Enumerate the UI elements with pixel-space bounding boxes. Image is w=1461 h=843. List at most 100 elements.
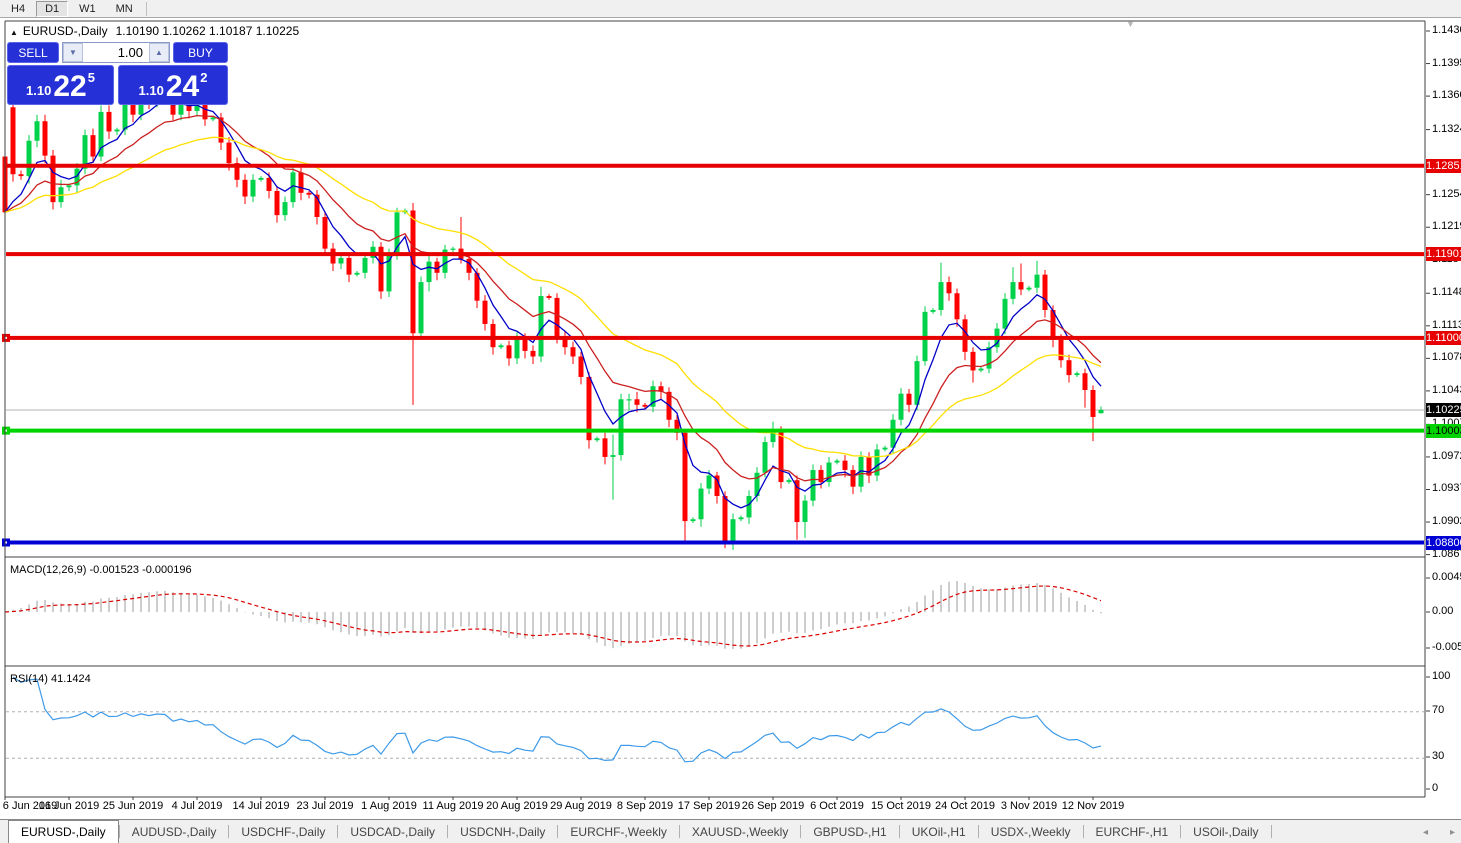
horizontal-level-line[interactable] [6,252,1424,257]
price-axis-tick[interactable]: 1.13600 [1432,89,1461,102]
horizontal-level-line[interactable] [6,428,1424,433]
horizontal-level-line[interactable] [6,335,1424,340]
price-axis-tick[interactable]: 1.12190 [1432,220,1461,233]
chart-tab-usdcad-daily[interactable]: USDCAD-,Daily [350,824,436,839]
price-axis-tick[interactable]: 1.12540 [1432,187,1461,200]
volume-increase-button[interactable]: ▲ [149,43,169,62]
horizontal-level-line[interactable] [6,163,1424,168]
date-axis-label: 4 Jul 2019 [171,800,223,812]
bear-candle [322,217,328,249]
level-price-label: 1.10003 [1426,423,1461,438]
date-axis-label: 20 Aug 2019 [486,800,548,812]
medium-ma-line [4,114,1102,482]
bull-candle [890,419,896,448]
bull-candle [898,393,904,420]
bear-candle [1090,389,1096,417]
date-axis-label: 24 Oct 2019 [935,800,995,812]
bear-candle [530,350,536,357]
level-price-label: 1.11000 [1426,330,1461,345]
chart-tab-bar: EURUSD-,Daily AUDUSD-,Daily USDCHF-,Daily U… [0,819,1461,843]
bear-candle [106,111,112,132]
chart-shift-marker-icon[interactable]: ▼ [1126,19,1135,29]
tab-scroll-right-icon[interactable]: ▸ [1449,826,1455,838]
price-axis-tick[interactable]: 1.11480 [1432,286,1461,299]
price-axis-tick[interactable]: 1.13950 [1432,56,1461,69]
bear-candle [466,258,472,273]
bull-candle [754,472,760,496]
tab-separator [977,825,979,838]
chart-tab-usdchf-daily[interactable]: USDCHF-,Daily [241,824,326,839]
chart-tab-usoil-daily[interactable]: USOil-,Daily [1193,824,1259,839]
bull-candle [762,442,768,473]
chart-tab-usdx-weekly[interactable]: USDX-,Weekly [990,824,1071,839]
volume-decrease-button[interactable]: ▼ [63,43,83,62]
sell-price-button[interactable]: 1.10 22 5 [7,65,114,105]
timeframe-button-d1[interactable]: D1 [36,0,69,17]
bull-candle [626,399,632,401]
one-click-collapse-icon[interactable]: ▲ [10,28,18,37]
bull-candle [802,500,808,523]
date-axis-label: 14 Jul 2019 [232,800,290,812]
bull-candle [426,261,432,283]
chart-tab-gbpusd-h1[interactable]: GBPUSD-,H1 [813,824,887,839]
tab-separator [1082,825,1084,838]
chart-tab-usdcnh-daily[interactable]: USDCNH-,Daily [460,824,546,839]
bull-candle [66,185,72,188]
price-axis-tick[interactable]: 1.09020 [1432,515,1461,528]
bear-candle [10,107,16,175]
bear-candle [546,296,552,298]
buy-button[interactable]: BUY [173,42,228,63]
bull-candle [354,272,360,275]
bear-candle [234,163,240,180]
bear-candle [18,174,24,177]
fast-ma-line [4,100,1102,509]
bear-candle [410,210,416,334]
bear-candle [130,100,136,115]
bear-candle [1058,339,1064,361]
price-axis-tick[interactable]: 1.11130 [1432,318,1461,331]
tab-separator [678,825,680,838]
price-axis-tick[interactable]: 1.13240 [1432,122,1461,135]
bull-candle [34,121,40,141]
one-click-trading-panel: SELL ▼ 1.00 ▲ BUY 1.10 22 5 1.10 24 2 [7,42,228,105]
bear-candle [586,376,592,441]
date-axis-label: 12 Nov 2019 [1061,800,1125,812]
bear-candle [50,155,56,203]
horizontal-level-line[interactable] [6,540,1424,545]
chart-ohlc-values: 1.10190 1.10262 1.10187 1.10225 [115,24,300,38]
bull-candle [418,282,424,334]
buy-price-button[interactable]: 1.10 24 2 [118,65,228,105]
price-axis-tick[interactable]: 1.09720 [1432,449,1461,462]
chart-tab-audusd-daily[interactable]: AUDUSD-,Daily [131,824,217,839]
bear-candle [1082,373,1088,390]
price-axis-tick[interactable]: 1.09370 [1432,482,1461,495]
bull-candle [826,462,832,483]
price-axis-tick[interactable]: 1.10430 [1432,383,1461,396]
date-axis-label: 6 Oct 2019 [810,800,864,812]
bear-candle [658,386,664,392]
timeframe-button-w1[interactable]: W1 [79,2,96,15]
sell-button[interactable]: SELL [7,42,59,63]
chart-title: ▲ EURUSD-,Daily 1.10190 1.10262 1.10187 1.… [10,24,299,38]
chart-tab-eurchf-weekly[interactable]: EURCHF-,Weekly [570,824,667,839]
timeframe-button-mn[interactable]: MN [115,2,133,15]
chart-tab-eurusd-daily[interactable]: EURUSD-,Daily [8,820,119,843]
price-axis-tick[interactable]: 1.10780 [1432,351,1461,364]
buy-price-prefix: 1.10 [138,83,164,98]
chart-tab-eurchf-h1[interactable]: EURCHF-,H1 [1095,824,1169,839]
bear-candle [906,393,912,405]
price-axis-tick[interactable]: 1.08670 [1432,547,1461,560]
timeframe-button-h4[interactable]: H4 [11,2,26,15]
bull-candle [770,430,776,443]
chart-tab-xauusd-weekly[interactable]: XAUUSD-,Weekly [691,824,789,839]
bull-candle [706,475,712,489]
price-axis-tick[interactable]: 1.14300 [1432,24,1461,36]
bull-candle [730,519,736,545]
bear-candle [218,117,224,143]
chart-tab-ukoil-h1[interactable]: UKOil-,H1 [911,824,966,839]
tab-scroll-left-icon[interactable]: ◂ [1422,826,1428,838]
bull-candle [250,179,256,197]
bull-candle [690,519,696,522]
volume-value[interactable]: 1.00 [117,45,143,60]
